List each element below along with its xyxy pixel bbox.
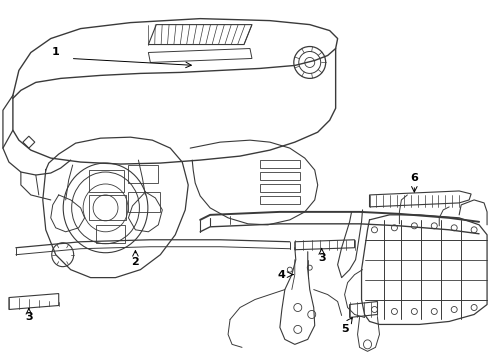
Text: 1: 1	[52, 48, 60, 58]
Text: 2: 2	[131, 257, 139, 267]
Text: 5: 5	[340, 324, 348, 334]
Text: 6: 6	[409, 173, 417, 183]
Text: 3: 3	[25, 312, 33, 323]
Text: 4: 4	[277, 270, 285, 280]
Text: 3: 3	[317, 253, 325, 263]
